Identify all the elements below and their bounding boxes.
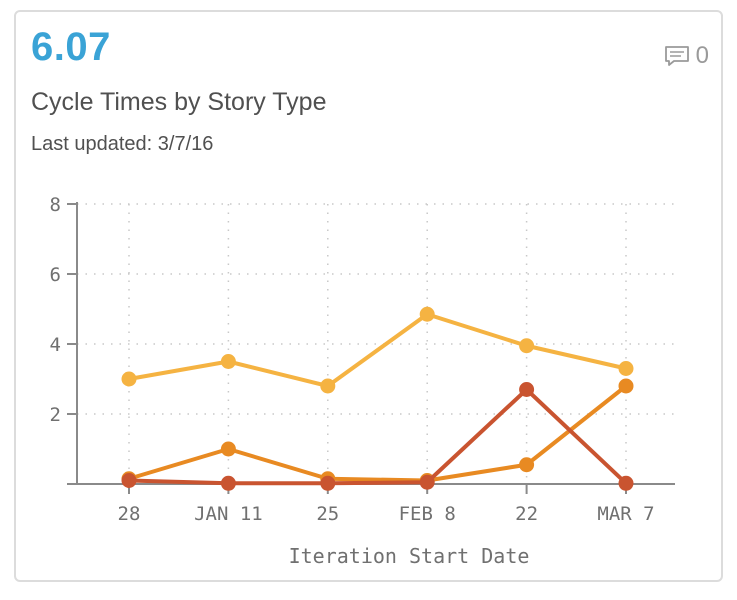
data-point [320,475,336,491]
data-point [618,475,634,491]
y-tick-label: 2 [50,404,61,426]
x-tick-label: 28 [118,503,141,525]
data-point [519,338,535,354]
comment-count: 0 [695,42,709,69]
x-tick-label: FEB 8 [399,503,456,525]
series-line [127,387,628,486]
y-tick-label: 4 [50,334,61,356]
x-tick-label: 25 [316,503,339,525]
series-line [127,312,628,388]
data-point [220,475,236,491]
chart-series [121,306,634,491]
data-point [618,361,634,376]
chart-grid [77,203,675,484]
data-point [419,306,435,322]
data-point [519,382,535,397]
x-axis-title: Iteration Start Date [289,544,530,568]
data-point [220,441,236,457]
comments-button[interactable]: 0 [664,42,709,70]
last-updated: Last updated: 3/7/16 [31,133,214,155]
y-tick-label: 8 [50,194,61,216]
y-tick-label: 6 [50,264,61,286]
data-point [220,354,236,369]
x-tick-label: JAN 11 [194,503,263,525]
data-point [320,378,336,394]
data-point [419,474,435,490]
series-line [127,384,628,483]
metric-value: 6.07 [31,25,111,69]
x-tick-label: 22 [515,503,538,525]
comment-icon [664,45,690,67]
data-point [121,473,137,488]
data-point [121,371,137,387]
data-point [519,457,535,473]
card-title: Cycle Times by Story Type [31,88,327,116]
data-point [618,378,634,394]
x-tick-label: MAR 7 [597,503,654,525]
